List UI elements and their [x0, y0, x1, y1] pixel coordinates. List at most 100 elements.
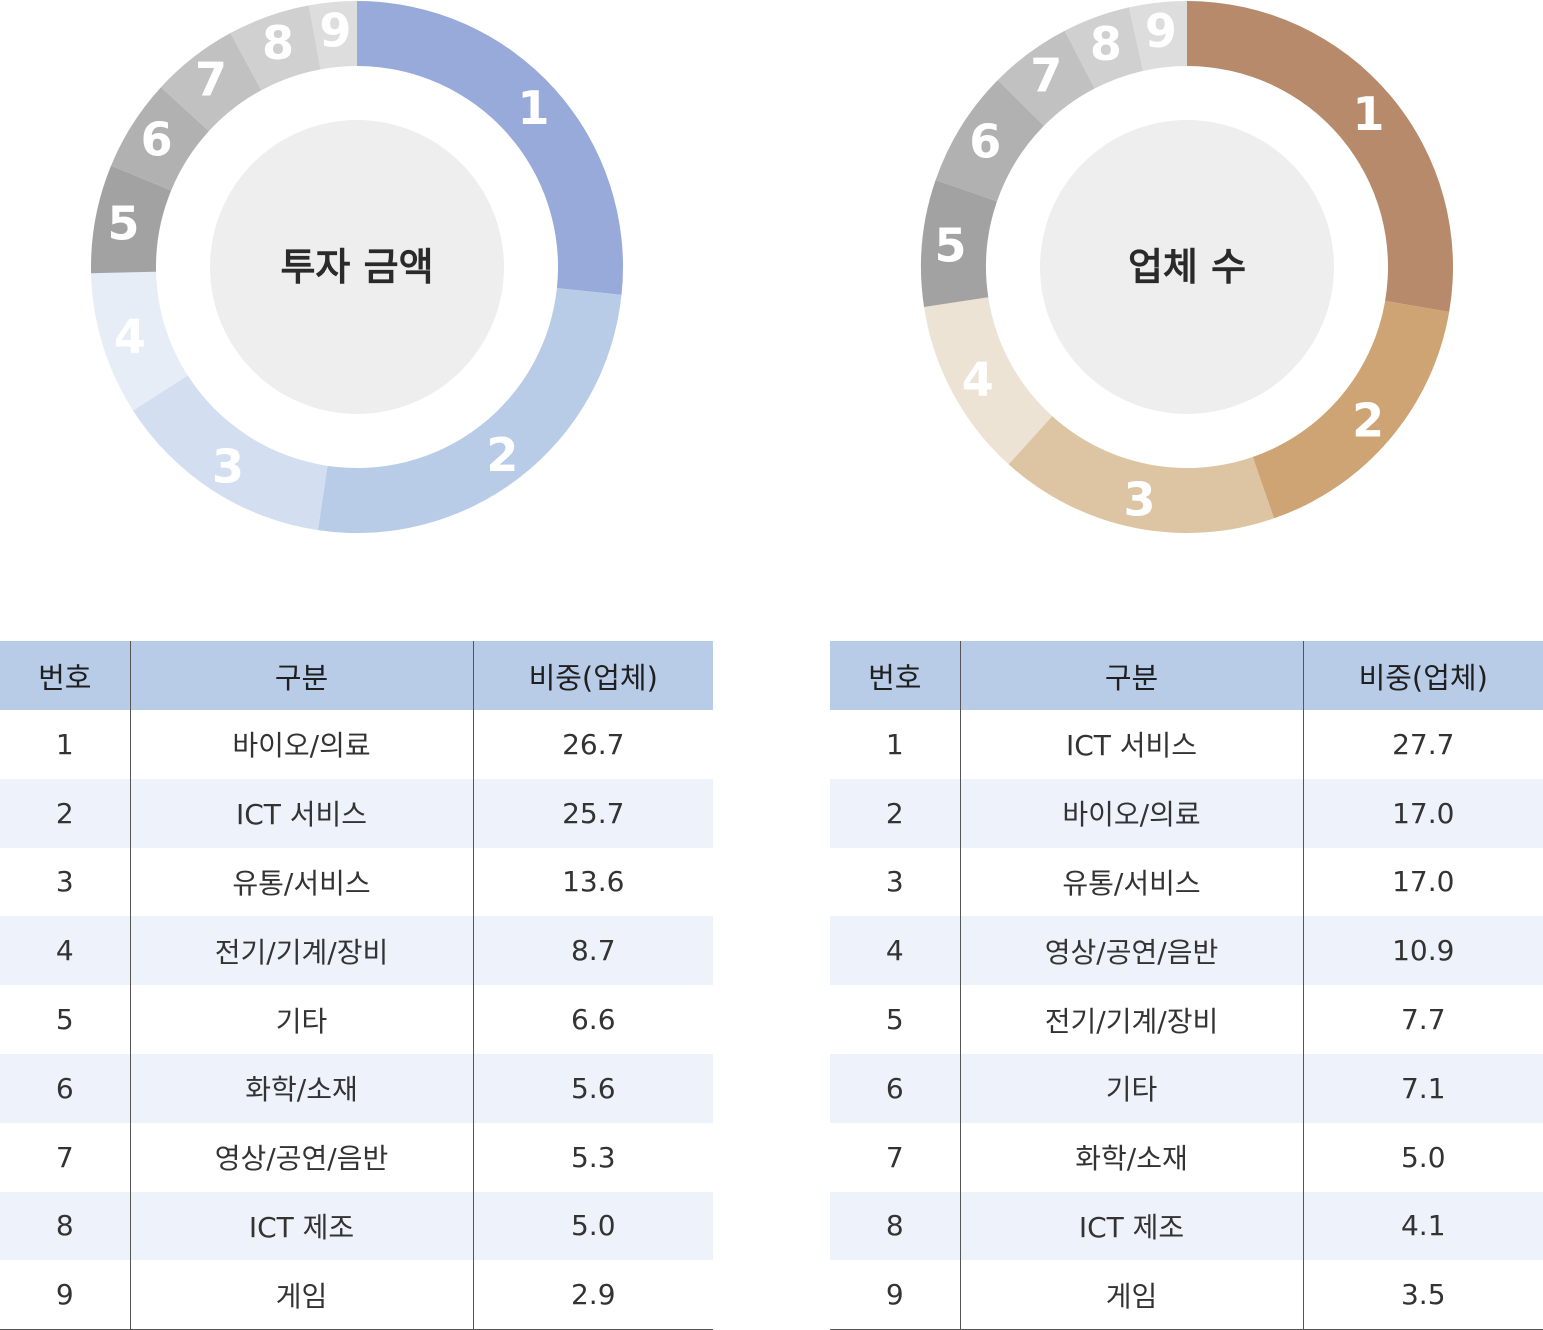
cell-share: 6.6: [570, 1003, 616, 1037]
donut-segment-label: 4: [114, 309, 146, 363]
table-row: 9 게임 3.5: [830, 1260, 1543, 1330]
donut-segment-7: [997, 30, 1095, 126]
cell-category: ICT 제조: [130, 1191, 474, 1261]
table-row: 5 기타 6.6: [0, 985, 713, 1054]
cell-share: 17.0: [1392, 865, 1455, 899]
cell-category: 게임: [130, 1260, 474, 1330]
donut-segment-label: 1: [518, 81, 550, 135]
donut-segment-7: [160, 33, 262, 132]
cell-category: ICT 서비스: [130, 778, 474, 848]
cell-number: 2: [830, 778, 961, 848]
donut-segment-label: 9: [1145, 4, 1177, 58]
donut-segment-label: 7: [1030, 49, 1062, 103]
table-row: 3 유통/서비스 17.0: [830, 847, 1543, 917]
donut-segment-2: [317, 288, 622, 533]
cell-number: 8: [0, 1191, 131, 1261]
cell-category: 바이오/의료: [130, 710, 474, 779]
cell-number: 1: [0, 710, 131, 779]
cell-number: 4: [830, 916, 961, 986]
cell-number: 7: [0, 1122, 131, 1192]
cell-share: 8.7: [473, 916, 713, 986]
table-row: 2 바이오/의료 17.0: [830, 778, 1543, 848]
cell-category: 기타: [130, 985, 474, 1054]
cell-share: 5.3: [570, 1140, 616, 1174]
donut-segment-label: 6: [969, 115, 1001, 169]
cell-share: 5.0: [1400, 1140, 1446, 1174]
cell-share: 5.6: [473, 1053, 713, 1123]
table-row: 1 바이오/의료 26.7: [0, 710, 713, 779]
donut-title: 투자 금액: [280, 245, 433, 289]
cell-category: 전기/기계/장비: [960, 985, 1304, 1054]
donut-segment-label: 9: [319, 3, 351, 57]
cell-share: 4.1: [1303, 1191, 1543, 1261]
donut-segment-label: 5: [107, 197, 139, 251]
cell-share: 5.0: [473, 1191, 713, 1261]
donut-segment-label: 7: [195, 53, 227, 107]
donut-segment-label: 3: [212, 439, 244, 493]
donut-segment-label: 4: [962, 352, 994, 406]
cell-share: 7.1: [1303, 1053, 1543, 1123]
donut-segment-2: [1252, 300, 1450, 519]
table-row: 8 ICT 제조 5.0: [0, 1191, 713, 1261]
cell-category: 유통/서비스: [130, 847, 474, 917]
column-header-number: 번호: [0, 641, 131, 710]
table-header-row: 번호 구분 비중(업체): [0, 641, 713, 710]
cell-number: 3: [830, 847, 961, 917]
donut-segment-label: 1: [1353, 87, 1385, 141]
cell-share: 2.9: [473, 1260, 713, 1330]
donut-segment-label: 8: [1090, 17, 1122, 71]
cell-category: ICT 서비스: [960, 710, 1304, 779]
cell-category: 유통/서비스: [960, 847, 1304, 917]
cell-share: 3.5: [1303, 1260, 1543, 1330]
table-row: 3 유통/서비스 13.6: [0, 847, 713, 917]
cell-category: 바이오/의료: [960, 778, 1304, 848]
cell-number: 1: [830, 710, 961, 779]
donut-center-disc: [210, 120, 504, 414]
table-row: 4 전기/기계/장비 8.7: [0, 916, 713, 986]
cell-number: 9: [0, 1260, 131, 1330]
column-header-category: 구분: [960, 641, 1304, 710]
donut-segment-5: [921, 180, 998, 307]
cell-number: 7: [830, 1122, 961, 1192]
cell-share: 13.6: [562, 865, 625, 899]
column-header-category: 구분: [130, 641, 474, 710]
cell-share: 25.7: [473, 778, 713, 848]
donut-segment-3: [133, 375, 328, 531]
table-row: 6 기타 7.1: [830, 1053, 1543, 1123]
column-header-number: 번호: [830, 641, 961, 710]
cell-share: 27.7: [1392, 727, 1455, 761]
cell-category: 화학/소재: [960, 1122, 1304, 1192]
donut-segment-5: [91, 165, 172, 274]
cell-number: 6: [830, 1053, 961, 1123]
donut-segment-1: [1187, 1, 1453, 312]
cell-category: 게임: [960, 1260, 1304, 1330]
cell-share: 26.7: [562, 727, 625, 761]
cell-category: ICT 제조: [960, 1191, 1304, 1261]
table-row: 5 전기/기계/장비 7.7: [830, 985, 1543, 1054]
table-row: 1 ICT 서비스 27.7: [830, 710, 1543, 779]
donut-title: 업체 수: [1128, 245, 1246, 289]
donut-segment-3: [1008, 416, 1274, 533]
donut-segment-8: [1064, 7, 1144, 89]
donut-center-disc: [1040, 120, 1334, 414]
cell-number: 5: [830, 985, 961, 1054]
table-row: 9 게임 2.9: [0, 1260, 713, 1330]
cell-category: 영상/공연/음반: [960, 916, 1304, 986]
donut-segment-label: 2: [486, 428, 518, 482]
donut-segment-label: 8: [262, 16, 294, 70]
donut-segment-4: [91, 271, 188, 411]
table-row: 4 영상/공연/음반 10.9: [830, 916, 1543, 986]
table-row: 7 영상/공연/음반 5.3: [0, 1122, 713, 1192]
table-row: 2 ICT 서비스 25.7: [0, 778, 713, 848]
cell-number: 6: [0, 1053, 131, 1123]
cell-number: 8: [830, 1191, 961, 1261]
cell-category: 영상/공연/음반: [130, 1122, 474, 1192]
donut-segment-label: 3: [1124, 473, 1156, 527]
cell-share: 10.9: [1303, 916, 1543, 986]
cell-share: 17.0: [1303, 778, 1543, 848]
cell-number: 2: [0, 778, 131, 848]
